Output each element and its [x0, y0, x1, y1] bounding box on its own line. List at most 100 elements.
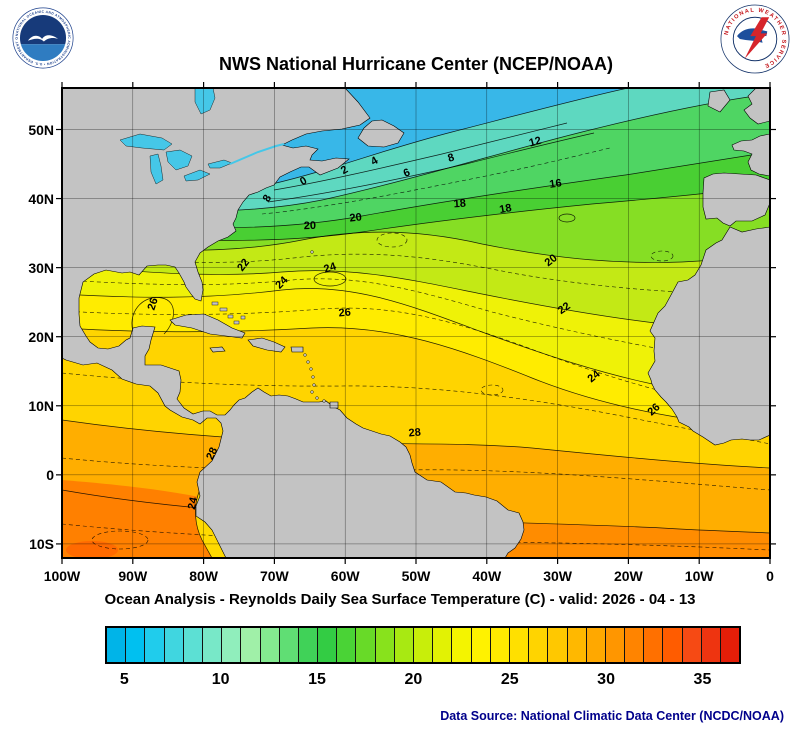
lon-tick-label: 50W	[401, 568, 431, 584]
landmass	[357, 119, 405, 148]
lake	[165, 149, 193, 171]
contour-label: 24	[322, 260, 338, 275]
landmass	[62, 88, 525, 558]
colorbar-tick-label: 35	[693, 671, 712, 688]
colorbar-tick-label: 20	[404, 671, 423, 688]
contour-label: 26	[338, 307, 351, 320]
colorbar-cell	[279, 628, 299, 662]
contour-label: 18	[498, 202, 512, 216]
lat-tick-label: 10S	[29, 535, 54, 552]
contour-label: 20	[349, 211, 362, 224]
map-frame: 0 2 4 6 8 8 12 16 18 18 20 20 20 22 22 24 24 24 26 26 26 28 28…	[56, 82, 776, 564]
landmass	[743, 88, 770, 125]
lat-tick-label: 20N	[28, 328, 54, 345]
colorbar-cell	[107, 628, 127, 662]
data-source: Data Source: National Climatic Data Cent…	[440, 709, 784, 723]
contour-label: 16	[549, 177, 563, 191]
colorbar-cell	[701, 628, 721, 662]
colorbar-tick-label: 10	[211, 671, 230, 688]
island	[312, 383, 316, 387]
colorbar-cell	[509, 628, 530, 662]
noaa-seagull-icon	[27, 35, 59, 42]
colorbar-cell	[433, 628, 453, 662]
lake	[194, 88, 216, 115]
colorbar-cell	[318, 628, 338, 662]
nws-logo: NATIONAL WEATHER SERVICE	[720, 4, 790, 74]
island	[219, 307, 228, 312]
contour-label: 0	[298, 175, 309, 188]
landmass	[731, 133, 770, 177]
isotherm-dashed	[62, 372, 770, 445]
colorbar-cell	[164, 628, 184, 662]
colorbar-cell	[241, 628, 261, 662]
island	[310, 390, 314, 394]
landmass	[169, 313, 246, 339]
lat-tick-label: 0	[46, 466, 54, 483]
colorbar-cell	[644, 628, 664, 662]
isotherm	[273, 122, 568, 191]
island	[303, 353, 307, 357]
lake	[207, 159, 233, 169]
landmass	[647, 226, 770, 446]
colorbar-cell	[586, 628, 606, 662]
island	[227, 314, 234, 319]
lake	[149, 153, 164, 185]
colorbar-cell	[567, 628, 587, 662]
isotherm-dashed	[261, 147, 611, 215]
landmass	[329, 401, 339, 409]
lon-tick-label: 10W	[684, 568, 714, 584]
map-caption: Ocean Analysis - Reynolds Daily Sea Surf…	[104, 591, 696, 608]
contour-label: 8	[446, 151, 456, 164]
lon-tick-label: 60W	[330, 568, 360, 584]
colorbar-cell	[721, 628, 740, 662]
eddy-contour	[650, 250, 674, 262]
contour-label: 18	[453, 198, 466, 211]
colorbar-cell	[548, 628, 568, 662]
isotherm-dashed	[62, 278, 770, 367]
lon-tick-label: 20W	[613, 568, 643, 584]
contour-label: 28	[204, 446, 220, 462]
colorbar-cell	[490, 628, 510, 662]
pacific-warm-core	[66, 541, 118, 558]
lat-tick-label: 30N	[28, 259, 54, 276]
isotherm	[62, 419, 770, 469]
latlon-grid	[62, 88, 770, 558]
colorbar-cell	[682, 628, 702, 662]
colorbar-tick-label: 5	[119, 671, 129, 688]
contour-label: 8	[261, 193, 274, 204]
island	[306, 360, 310, 364]
colorbar-cell	[452, 628, 472, 662]
colorbar-cell	[414, 628, 434, 662]
pacific-warm-pool	[62, 480, 230, 558]
nws-lightning-icon	[744, 17, 770, 59]
contour-label: 28	[408, 427, 421, 440]
land-masses	[62, 88, 770, 558]
island	[315, 396, 319, 400]
lon-tick-label: 70W	[259, 568, 289, 584]
page-title: NWS National Hurricane Center (NCEP/NOAA…	[218, 54, 614, 74]
eddy-contour	[480, 384, 504, 396]
colorbar-cell	[202, 628, 223, 662]
colorbar-cell	[183, 628, 203, 662]
isotherm	[62, 231, 770, 263]
colorbar-cell	[260, 628, 280, 662]
island	[310, 250, 314, 254]
colorbar-tick-label: 15	[308, 671, 326, 688]
colorbar-cell	[145, 628, 165, 662]
colorbar-cell	[605, 628, 626, 662]
lon-tick-label: 30W	[543, 568, 572, 584]
landmass	[247, 337, 286, 353]
eddy-contour	[558, 213, 576, 223]
lon-tick-label: 80W	[189, 568, 218, 584]
colorbar-cell	[529, 628, 549, 662]
landmass	[209, 346, 226, 353]
colorbar-tick-label: 30	[597, 671, 615, 688]
colorbar-cell	[375, 628, 395, 662]
colorbar-cell	[222, 628, 242, 662]
colorbar-tick-label: 25	[500, 671, 519, 688]
noaa-logo: NATIONAL OCEANIC AND ATMOSPHERIC ADMINIS…	[12, 7, 74, 69]
island	[211, 301, 219, 306]
lon-tick-label: 40W	[472, 568, 502, 584]
lat-tick-label: 40N	[28, 190, 54, 207]
